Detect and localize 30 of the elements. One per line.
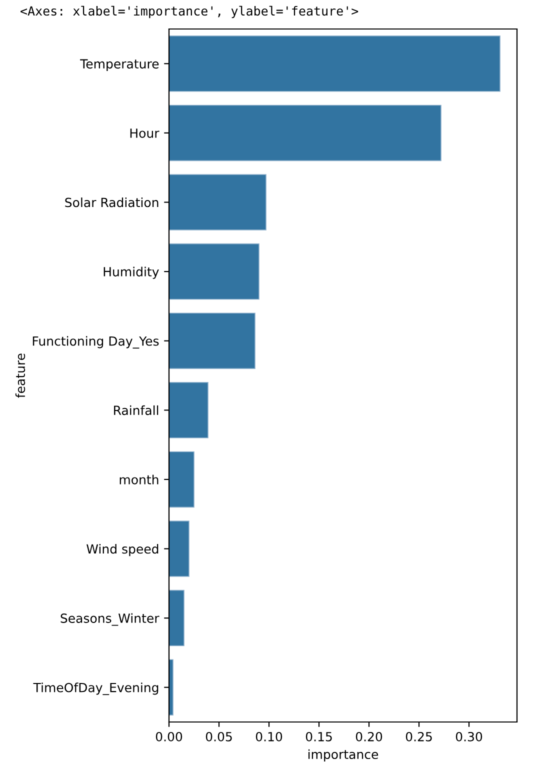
- y-tick-label: Hour: [130, 128, 160, 138]
- bar: [169, 312, 256, 369]
- bar: [169, 451, 194, 508]
- x-tick-label: 0.10: [256, 732, 282, 742]
- x-tick-label: 0.05: [206, 732, 232, 742]
- y-tick-label: month: [120, 474, 158, 484]
- bar: [169, 36, 500, 92]
- bar: [169, 382, 208, 438]
- x-tick-label: 0.15: [306, 732, 332, 742]
- x-tick-label: 0.20: [356, 732, 382, 742]
- y-tick-label: Functioning Day_Yes: [32, 336, 159, 349]
- y-tick-label: TimeOfDay_Evening: [33, 682, 158, 696]
- bar: [169, 174, 266, 230]
- y-tick-label: Solar Radiation: [65, 198, 158, 208]
- bar: [169, 104, 442, 162]
- y-tick-label: Humidity: [104, 266, 159, 279]
- bar: [169, 590, 184, 646]
- text: <Axes: xlabel='importance', ylabel='feature'>: [20, 6, 358, 18]
- x-tick-label: 0.00: [156, 732, 182, 742]
- x-tick-label: 0.25: [406, 732, 432, 742]
- y-axis-title: feature: [15, 354, 26, 398]
- y-tick-label: Rainfall: [114, 405, 158, 416]
- y-tick-label: Temperature: [80, 59, 159, 71]
- x-tick-label: 0.30: [456, 732, 482, 742]
- bar: [169, 520, 190, 577]
- y-tick-label: Seasons_Winter: [60, 613, 160, 626]
- bar: [169, 243, 260, 300]
- bar: [169, 659, 174, 716]
- x-axis-title: importance: [308, 749, 378, 762]
- y-tick-label: Wind speed: [86, 544, 158, 556]
